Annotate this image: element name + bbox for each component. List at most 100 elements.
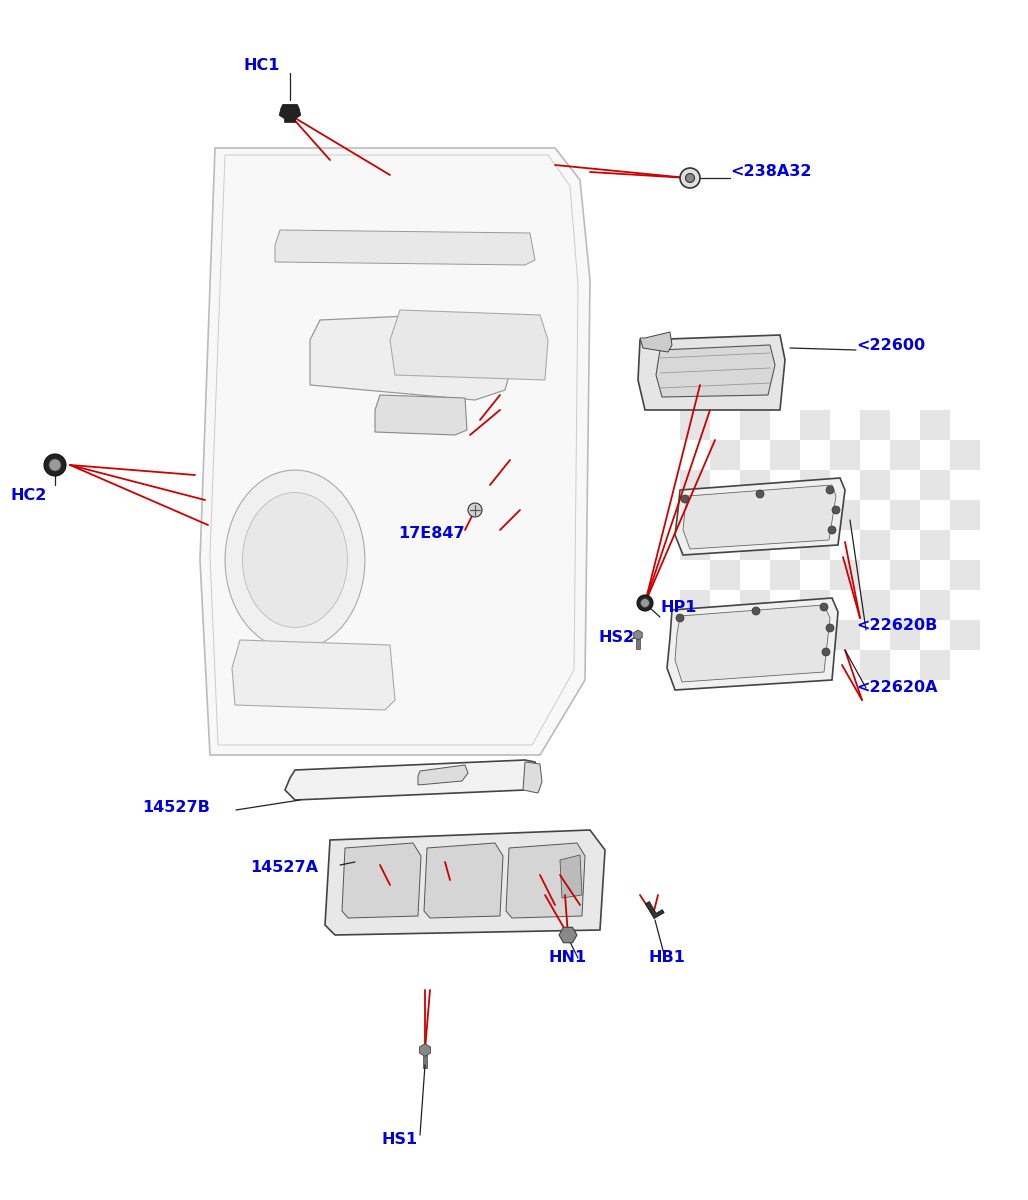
- Bar: [770, 470, 800, 500]
- Bar: [710, 440, 740, 470]
- Text: <22620A: <22620A: [856, 680, 938, 696]
- Bar: [680, 590, 710, 620]
- Bar: [950, 590, 980, 620]
- Bar: [770, 620, 800, 650]
- Bar: [890, 590, 920, 620]
- Polygon shape: [342, 842, 421, 918]
- Polygon shape: [243, 492, 347, 628]
- Bar: [830, 530, 860, 560]
- Bar: [740, 560, 770, 590]
- Bar: [860, 530, 890, 560]
- Bar: [740, 440, 770, 470]
- Bar: [860, 560, 890, 590]
- Bar: [860, 650, 890, 680]
- Circle shape: [681, 494, 689, 503]
- Bar: [950, 440, 980, 470]
- Circle shape: [822, 648, 830, 656]
- Bar: [830, 560, 860, 590]
- Bar: [890, 410, 920, 440]
- Bar: [770, 650, 800, 680]
- Bar: [710, 470, 740, 500]
- Circle shape: [827, 486, 834, 494]
- Polygon shape: [418, 766, 468, 785]
- Bar: [830, 590, 860, 620]
- Polygon shape: [506, 842, 585, 918]
- Bar: [860, 590, 890, 620]
- Text: HN1: HN1: [548, 950, 586, 966]
- Polygon shape: [683, 485, 836, 550]
- Bar: [680, 530, 710, 560]
- Polygon shape: [200, 148, 590, 755]
- Bar: [740, 470, 770, 500]
- Bar: [950, 410, 980, 440]
- Circle shape: [637, 595, 653, 611]
- Bar: [710, 620, 740, 650]
- Polygon shape: [390, 310, 548, 380]
- Text: 14527B: 14527B: [142, 800, 210, 816]
- Bar: [800, 410, 830, 440]
- Polygon shape: [285, 760, 540, 800]
- Bar: [830, 500, 860, 530]
- Bar: [770, 500, 800, 530]
- Bar: [680, 620, 710, 650]
- Bar: [710, 650, 740, 680]
- Polygon shape: [424, 842, 503, 918]
- Polygon shape: [423, 1050, 428, 1068]
- Bar: [680, 410, 710, 440]
- Bar: [920, 440, 950, 470]
- Polygon shape: [310, 314, 515, 400]
- Polygon shape: [646, 901, 664, 918]
- Bar: [740, 530, 770, 560]
- Bar: [770, 560, 800, 590]
- Text: 14527A: 14527A: [250, 860, 318, 876]
- Bar: [920, 530, 950, 560]
- Circle shape: [49, 458, 61, 472]
- Circle shape: [640, 599, 650, 607]
- Bar: [680, 470, 710, 500]
- Circle shape: [680, 168, 700, 188]
- Text: scuderia: scuderia: [217, 535, 563, 605]
- Bar: [860, 620, 890, 650]
- Text: <22620B: <22620B: [856, 618, 938, 632]
- Bar: [890, 440, 920, 470]
- Bar: [680, 440, 710, 470]
- Circle shape: [676, 614, 684, 622]
- Polygon shape: [210, 155, 578, 745]
- Polygon shape: [675, 478, 845, 554]
- Text: HC2: HC2: [10, 488, 46, 504]
- Polygon shape: [656, 346, 775, 397]
- Bar: [830, 470, 860, 500]
- Bar: [890, 530, 920, 560]
- Bar: [710, 530, 740, 560]
- Circle shape: [686, 174, 695, 182]
- Bar: [830, 620, 860, 650]
- Bar: [920, 500, 950, 530]
- Bar: [800, 650, 830, 680]
- Bar: [800, 530, 830, 560]
- Bar: [770, 440, 800, 470]
- Text: c a r   p a r t s: c a r p a r t s: [273, 624, 507, 656]
- Bar: [860, 410, 890, 440]
- Text: <22600: <22600: [856, 337, 925, 353]
- Bar: [800, 500, 830, 530]
- Bar: [950, 620, 980, 650]
- Circle shape: [820, 602, 828, 611]
- Bar: [920, 470, 950, 500]
- Polygon shape: [375, 395, 467, 434]
- Text: HP1: HP1: [660, 600, 696, 616]
- Polygon shape: [640, 332, 672, 352]
- Bar: [710, 560, 740, 590]
- Bar: [710, 590, 740, 620]
- Circle shape: [832, 506, 840, 514]
- Bar: [950, 560, 980, 590]
- Bar: [710, 410, 740, 440]
- Polygon shape: [523, 762, 542, 793]
- Bar: [800, 470, 830, 500]
- Polygon shape: [280, 104, 301, 122]
- Text: 17E847: 17E847: [399, 526, 466, 540]
- Bar: [770, 590, 800, 620]
- Circle shape: [827, 624, 834, 632]
- Polygon shape: [325, 830, 605, 935]
- Circle shape: [468, 503, 482, 517]
- Bar: [740, 650, 770, 680]
